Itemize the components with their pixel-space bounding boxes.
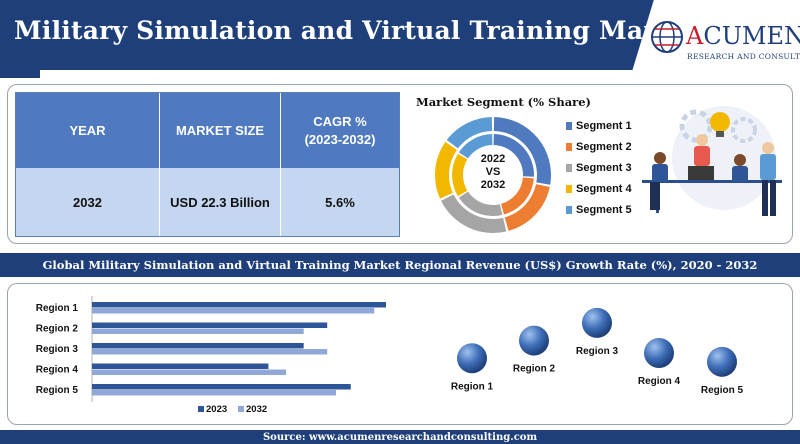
legend-item-segment-4: Segment 4 — [566, 183, 632, 197]
header-market-size: MARKET SIZE — [175, 122, 265, 138]
bar-2032-region-4 — [92, 369, 287, 375]
outer-ring-slice-3 — [441, 194, 507, 233]
inner-ring-slice-4 — [452, 153, 468, 197]
bubble-region-4 — [644, 337, 674, 368]
header-accent — [0, 64, 40, 78]
team-illustration — [642, 106, 782, 216]
cell-cagr: 5.6% — [325, 194, 355, 210]
bar-2023-region-3 — [92, 343, 304, 349]
bubble-region-5 — [707, 346, 737, 377]
globe-logo-icon — [651, 21, 683, 53]
header-cagr-period: (2023-2032) — [304, 131, 376, 147]
column-divider — [159, 93, 160, 236]
bubble-region-1 — [457, 343, 487, 374]
segment-chart-title: Market Segment (% Share) — [416, 95, 591, 109]
outer-ring-slice-5 — [446, 117, 493, 149]
bar-2032-region-3 — [92, 349, 328, 355]
header-cagr: CAGR % (2023-2032) — [281, 93, 399, 168]
bar-2023-region-5 — [92, 384, 351, 390]
legend-label: Segment 2 — [576, 141, 632, 153]
logo-wordmark: ACUMEN — [686, 22, 800, 50]
bar-2032-region-2 — [92, 328, 304, 334]
inner-ring-slice-5 — [458, 134, 493, 159]
regional-section-banner: Global Military Simulation and Virtual T… — [0, 253, 800, 277]
donut-vs: VS — [485, 166, 501, 178]
outer-ring-slice-4 — [435, 141, 457, 199]
legend-label: Segment 4 — [576, 183, 632, 195]
legend-item-segment-1: Segment 1 — [566, 120, 632, 134]
header-band — [0, 0, 680, 70]
logo-tagline: RESEARCH AND CONSULTING — [687, 52, 800, 61]
bar-2023-region-1 — [92, 302, 386, 308]
bubble-label-region-5: Region 5 — [701, 385, 744, 396]
bar-2023-region-4 — [92, 363, 269, 369]
column-divider — [280, 93, 281, 236]
regional-section-title: Global Military Simulation and Virtual T… — [42, 258, 758, 272]
category-label-region-4: Region 4 — [36, 365, 79, 376]
outer-ring-slice-2 — [504, 184, 550, 231]
legend-swatch-2023 — [198, 406, 204, 412]
donut-year-end: 2032 — [480, 179, 506, 191]
table-row — [16, 168, 399, 236]
legend-swatch — [566, 143, 572, 151]
regional-bar-chart: Region 1 Region 2 Region 3 Region 4 Region 5… — [36, 296, 386, 415]
footer-bar: Source: www.acumenresearchandconsulting.… — [0, 430, 800, 444]
segment-donut-chart — [435, 117, 551, 233]
page-title: Military Simulation and Virtual Training… — [14, 16, 703, 45]
bar-2032-region-5 — [92, 390, 337, 396]
category-label-region-5: Region 5 — [36, 385, 79, 396]
inner-ring-slice-3 — [458, 191, 503, 216]
legend-swatch — [566, 206, 572, 214]
bubble-label-region-1: Region 1 — [451, 381, 494, 392]
legend-swatch — [566, 164, 572, 172]
legend-swatch — [566, 185, 572, 193]
legend-label-2032: 2032 — [246, 404, 267, 415]
legend-item-segment-2: Segment 2 — [566, 141, 632, 155]
bubble-region-2 — [519, 325, 549, 356]
inner-ring-slice-2 — [501, 177, 534, 215]
bar-2023-region-2 — [92, 322, 328, 328]
donut-center-label: 2022 VS 2032 — [463, 153, 523, 192]
legend-label: Segment 3 — [576, 162, 632, 174]
category-label-region-3: Region 3 — [36, 344, 79, 355]
inner-ring-slice-1 — [493, 134, 534, 177]
donut-hole — [464, 146, 522, 204]
category-label-region-1: Region 1 — [36, 303, 79, 314]
header-year: YEAR — [69, 122, 106, 138]
regional-bubble-chart: Region 1 Region 2 Region 3 Region 4 Region 5 — [451, 307, 744, 396]
cell-market-size: USD 22.3 Billion — [170, 194, 270, 210]
header-cagr-title: CAGR % — [313, 113, 367, 129]
legend-label: Segment 5 — [576, 204, 632, 216]
bubble-label-region-3: Region 3 — [576, 346, 619, 357]
outer-ring-slice-1 — [493, 117, 551, 185]
bubble-label-region-2: Region 2 — [513, 364, 556, 375]
table-header-row — [16, 93, 399, 168]
legend-item-segment-5: Segment 5 — [566, 204, 632, 218]
bubble-label-region-4: Region 4 — [638, 376, 681, 387]
legend-item-segment-3: Segment 3 — [566, 162, 632, 176]
legend-swatch — [566, 122, 572, 130]
bar-2032-region-1 — [92, 308, 375, 314]
logo-panel — [630, 0, 800, 78]
bubble-region-3 — [582, 307, 612, 338]
legend-label-2023: 2023 — [206, 404, 227, 415]
cell-year: 2032 — [73, 194, 102, 210]
source-citation: Source: www.acumenresearchandconsulting.… — [262, 431, 538, 443]
donut-year-start: 2022 — [480, 153, 506, 165]
category-label-region-2: Region 2 — [36, 324, 79, 335]
market-stats-table: YEAR MARKET SIZE CAGR % (2023-2032) 2032… — [15, 92, 400, 237]
legend-swatch-2032 — [238, 406, 244, 412]
legend-label: Segment 1 — [576, 120, 632, 132]
